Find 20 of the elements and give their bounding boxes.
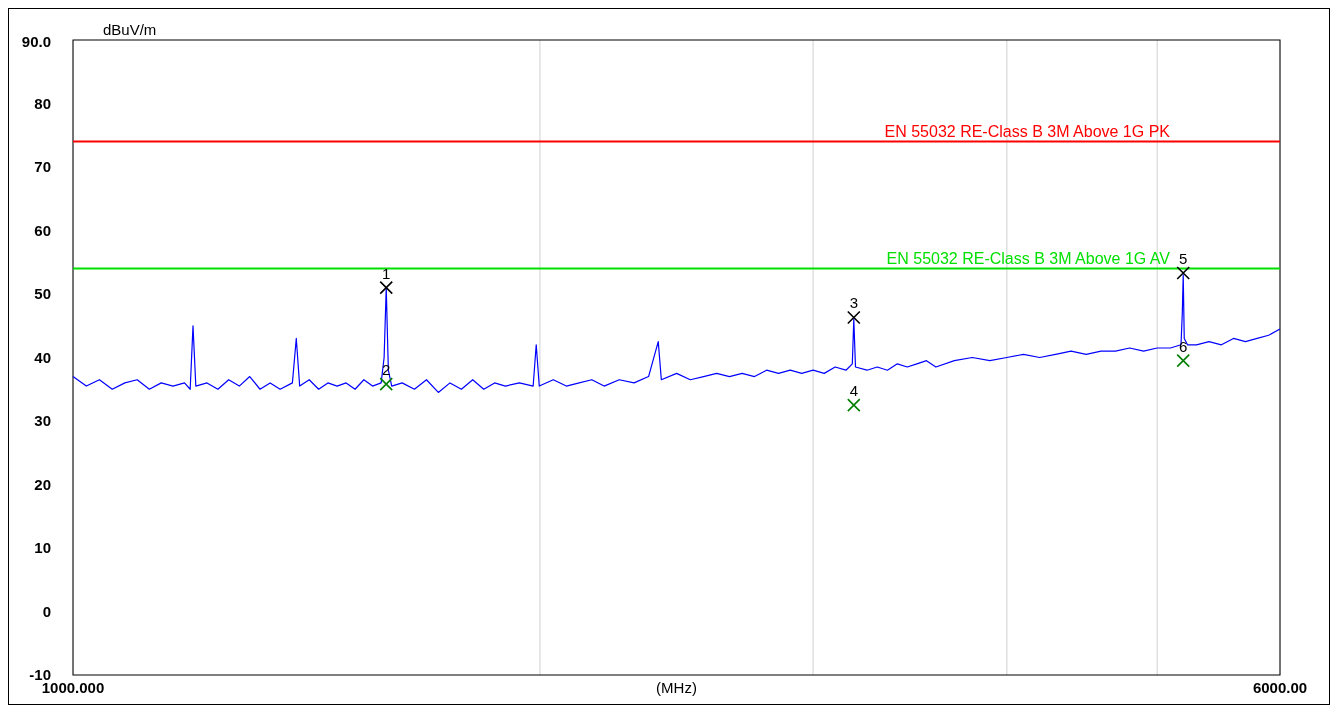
annotation: 3	[849, 294, 858, 312]
y-tick-label: 60	[34, 221, 51, 239]
y-tick-label: 90.0	[21, 33, 51, 51]
annotation: 1	[382, 264, 391, 282]
ref-line-label: EN 55032 RE-Class B 3M Above 1G AV	[886, 249, 1171, 267]
annotation: 6	[1179, 337, 1188, 355]
y-axis-title: dBuV/m	[103, 21, 157, 39]
y-tick-label: 80	[34, 94, 51, 112]
y-tick-label: 10	[34, 539, 51, 557]
y-tick-label: 50	[34, 285, 51, 303]
x-tick-label: 6000.00	[1252, 679, 1308, 696]
y-tick-label: 40	[34, 348, 51, 366]
y-tick-label: 20	[34, 475, 51, 493]
y-tick-label: 0	[42, 602, 51, 620]
y-tick-label: 30	[34, 412, 51, 430]
annotation: 4	[849, 382, 858, 400]
x-axis-title: (MHz)	[656, 679, 697, 696]
ref-line-label: EN 55032 RE-Class B 3M Above 1G PK	[884, 122, 1171, 140]
y-tick-label: 70	[34, 158, 51, 176]
annotation: 5	[1179, 250, 1188, 268]
